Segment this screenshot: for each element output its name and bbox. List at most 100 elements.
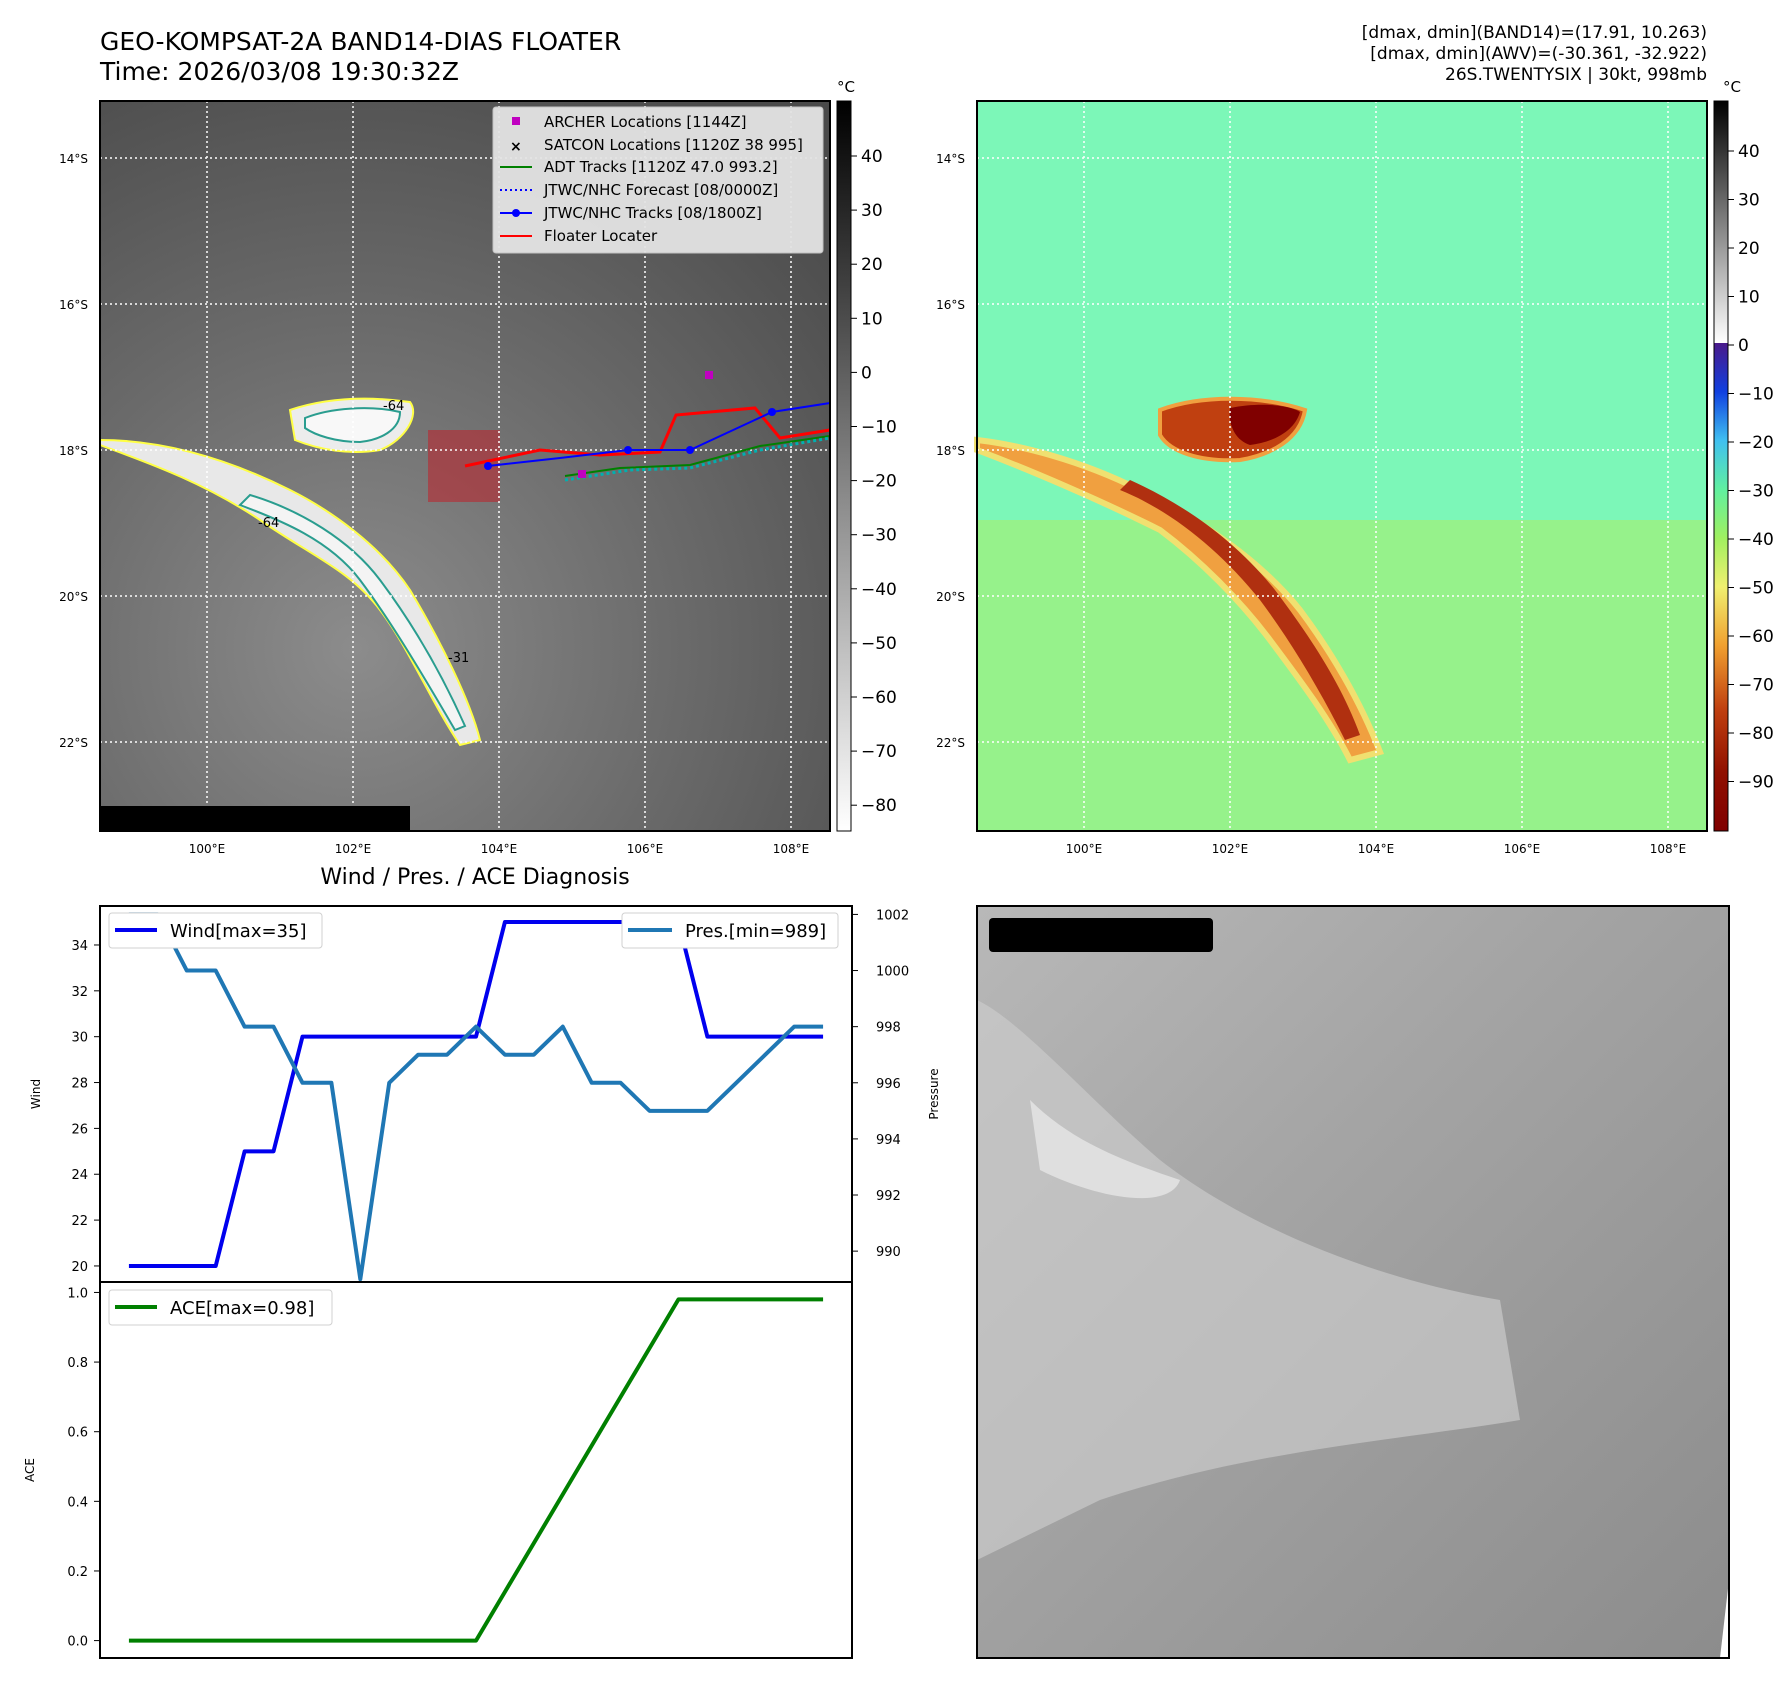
wind-legend: Wind[max=35] — [108, 912, 323, 949]
ir-colorbar-unit: °C — [837, 78, 855, 96]
legend-forecast-label: JTWC/NHC Forecast [08/0000Z] — [543, 181, 778, 199]
ace-series-line — [128, 1297, 824, 1643]
pressure-series-line — [128, 912, 824, 1282]
legend-satcon-icon: × — [510, 139, 522, 155]
legend-tracks-point-icon — [512, 209, 520, 217]
satcon-track-line — [564, 436, 831, 482]
awv-cloud-north-core — [1229, 404, 1300, 445]
wmg-frame — [976, 905, 1730, 1659]
wind-ytick-label: 20 — [71, 1260, 88, 1275]
legend-satcon-label: SATCON Locations [1120Z 38 995] — [544, 136, 803, 154]
awv-colorbar-tick-label: −30 — [1738, 482, 1774, 502]
awv-colorbar-tick-label: 0 — [1738, 336, 1749, 356]
ir-colorbar-tick-label: 30 — [861, 201, 883, 221]
ir-lat-label: 18°S — [59, 444, 88, 458]
ir-colorbar-tick-label: −30 — [861, 526, 897, 546]
pressure-ytick-label: 998 — [876, 1021, 901, 1036]
awv-cloud-core — [1120, 480, 1360, 740]
awv-lon-label: 102°E — [1212, 842, 1249, 856]
ir-cloud-core — [238, 493, 467, 732]
awv-lat-label: 18°S — [936, 444, 965, 458]
awv-colorbar-tick-label: −10 — [1738, 385, 1774, 405]
ir-colorbar-tick-label: −60 — [861, 688, 897, 708]
ir-legend: ARCHER Locations [1144Z] × SATCON Locati… — [492, 106, 824, 254]
info-band14: [dmax, dmin](BAND14)=(17.91, 10.263) — [1362, 23, 1707, 43]
ir-map-frame — [99, 100, 831, 832]
awv-colorbar-tick-label: −60 — [1738, 627, 1774, 647]
info-awv: [dmax, dmin](AWV)=(-30.361, -32.922) — [1370, 44, 1707, 64]
awv-colorbar-tick-label: −50 — [1738, 579, 1774, 599]
legend-floater-label: Floater Locater — [544, 227, 658, 245]
pressure-legend: Pres.[min=989] — [621, 912, 839, 949]
ace-ytick-label: 1.0 — [67, 1286, 88, 1301]
awv-colorbar-tick-label: 40 — [1738, 142, 1760, 162]
floater-locater-track — [464, 406, 831, 468]
awv-colorbar-cold — [1714, 343, 1728, 831]
ir-colorbar-tick-label: −40 — [861, 580, 897, 600]
copyright-box — [100, 806, 410, 831]
wind-ytick-label: 24 — [71, 1168, 88, 1183]
ir-lon-label: 102°E — [335, 842, 372, 856]
ir-map-panel: -64 -64 -31 14°S 16°S 18°S 20°S 22°S 100°E 102… — [59, 100, 831, 856]
wind-ytick-label: 26 — [71, 1122, 88, 1137]
wmg-count-badge — [989, 918, 1213, 952]
wind-ytick-label: 30 — [71, 1031, 88, 1046]
ir-colorbar-tick-label: 40 — [861, 147, 883, 167]
legend-archer-label: ARCHER Locations [1144Z] — [544, 113, 747, 131]
ace-ytick-label: 0.0 — [67, 1635, 88, 1650]
pressure-ytick-label: 992 — [876, 1189, 901, 1204]
ir-colorbar-tick-label: −50 — [861, 634, 897, 654]
ir-lon-label: 108°E — [773, 842, 810, 856]
ir-colorbar-tick-label: −20 — [861, 472, 897, 492]
wmg-count-text: WMG Count: 2600 — [997, 924, 1199, 948]
awv-lon-label: 108°E — [1650, 842, 1687, 856]
ace-ytick-label: 0.2 — [67, 1565, 88, 1580]
ir-cloud-north-core — [304, 407, 402, 444]
pressure-ytick-label: 994 — [876, 1133, 901, 1148]
wind-plot-frame — [99, 905, 853, 1283]
wind-ytick-label: 32 — [71, 985, 88, 1000]
ir-lat-label: 14°S — [59, 152, 88, 166]
jtwc-track-point-3 — [686, 446, 694, 454]
ir-colorbar-tick-label: −80 — [861, 796, 897, 816]
awv-colorbar-tick-label: 30 — [1738, 191, 1760, 211]
wind-series-line — [128, 920, 824, 1268]
archer-marker-2 — [578, 470, 586, 478]
awv-colorbar-frame — [1713, 100, 1729, 832]
wind-axis-label: Wind — [29, 1079, 43, 1109]
info-storm: 26S.TWENTYSIX | 30kt, 998mb — [1445, 65, 1707, 85]
wmg-panel: WMG Count: 2600 — [976, 905, 1730, 1659]
ace-plot-frame — [99, 1281, 853, 1659]
wind-pressure-chart: 20 22 24 26 28 30 32 34 990 992 994 996 998 1000 1002 W… — [29, 905, 941, 1283]
awv-lat-label: 16°S — [936, 298, 965, 312]
jtwc-track-point-2 — [624, 446, 632, 454]
contour-label-2: -64 — [258, 516, 279, 531]
awv-colorbar-tick-label: −80 — [1738, 724, 1774, 744]
ace-ytick-label: 0.6 — [67, 1426, 88, 1441]
legend-tracks-label: JTWC/NHC Tracks [08/1800Z] — [543, 204, 762, 222]
ace-ytick-label: 0.8 — [67, 1356, 88, 1371]
ace-legend-label: ACE[max=0.98] — [170, 1298, 314, 1319]
archer-marker-1 — [705, 371, 713, 379]
copyright-text: Copyright © 2020-2026 Dapiya — [104, 810, 401, 830]
awv-lat-label: 22°S — [936, 736, 965, 750]
ir-lon-label: 100°E — [189, 842, 226, 856]
awv-map-frame — [976, 100, 1708, 832]
pressure-ytick-label: 1000 — [876, 965, 909, 980]
ir-colorbar-tick-label: 0 — [861, 363, 872, 383]
wmg-blank-corner — [1720, 1580, 1729, 1658]
ir-lat-label: 22°S — [59, 736, 88, 750]
legend-archer-icon — [512, 117, 520, 125]
ace-axis-label: ACE — [23, 1458, 37, 1482]
wmg-highlight — [1030, 1100, 1180, 1199]
wind-legend-label: Wind[max=35] — [170, 921, 307, 942]
jtwc-track-line — [487, 402, 831, 467]
jtwc-track-point-4 — [768, 408, 776, 416]
pressure-ytick-label: 990 — [876, 1245, 901, 1260]
ir-lon-label: 106°E — [627, 842, 664, 856]
ir-colorbar-tick-label: −10 — [861, 418, 897, 438]
adt-track-line — [564, 435, 831, 477]
awv-lon-label: 106°E — [1504, 842, 1541, 856]
pressure-ytick-label: 996 — [876, 1077, 901, 1092]
awv-lat-label: 14°S — [936, 152, 965, 166]
